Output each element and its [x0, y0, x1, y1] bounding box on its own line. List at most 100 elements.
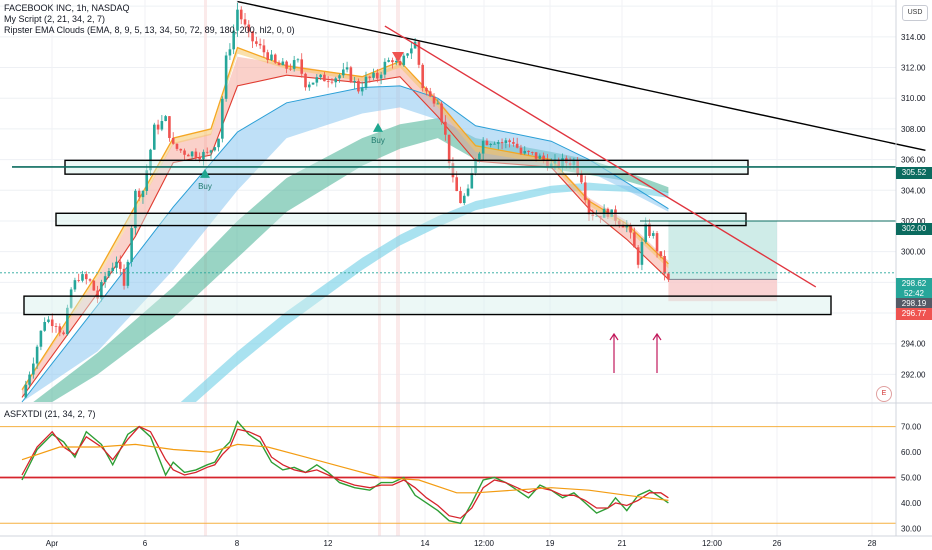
candle-body: [58, 326, 62, 333]
tdi-legend: ASFXTDI (21, 34, 2, 7): [4, 409, 96, 420]
candle-body: [118, 261, 122, 269]
candle-body: [459, 191, 462, 204]
candle-body: [534, 152, 538, 159]
candle-body: [572, 160, 576, 166]
candle-body: [273, 54, 277, 63]
candle-body: [205, 151, 209, 153]
candle-body: [538, 155, 542, 159]
candle-body: [648, 223, 651, 236]
candle-body: [77, 280, 80, 281]
candle-body: [311, 82, 315, 85]
level-mid-badge: 302.00: [896, 223, 932, 235]
candle-body: [100, 282, 103, 299]
candle-body: [659, 251, 663, 257]
candle-body: [73, 280, 77, 290]
candle-body: [213, 147, 217, 151]
price-tick-label: 300.00: [901, 248, 926, 257]
earnings-badge[interactable]: E: [876, 386, 892, 402]
candle-body: [47, 319, 50, 322]
candle-body: [32, 363, 35, 375]
candle-body: [561, 158, 564, 167]
candle-body: [281, 61, 285, 66]
candle-body: [221, 98, 224, 139]
candle-body: [515, 143, 519, 148]
candle-body: [255, 41, 258, 44]
candle-body: [50, 319, 54, 327]
currency-badge[interactable]: USD: [902, 5, 928, 21]
candle-body: [251, 31, 254, 42]
candle-body: [394, 60, 398, 63]
candle-body: [334, 78, 338, 83]
main-legend: FACEBOOK INC, 1h, NASDAQ My Script (2, 2…: [4, 3, 295, 36]
candle-body: [107, 271, 111, 277]
session-highlight: [378, 0, 381, 536]
candle-body: [640, 241, 644, 265]
buy-label: Buy: [198, 182, 212, 191]
candle-body: [417, 41, 421, 65]
candle-body: [183, 150, 186, 155]
time-tick-label: Apr: [46, 539, 59, 548]
sell-arrow-icon: [392, 52, 404, 62]
candle-body: [224, 55, 228, 99]
candle-body: [353, 80, 356, 83]
candle-body: [122, 268, 126, 286]
candle-body: [145, 170, 149, 191]
candle-body: [591, 214, 595, 217]
price-tick-label: 294.00: [901, 340, 926, 349]
candle-body: [307, 84, 311, 88]
candle-body: [410, 48, 413, 54]
candle-body: [239, 9, 243, 20]
candle-body: [164, 116, 167, 122]
target-zone: [668, 220, 777, 302]
candle-body: [292, 60, 296, 69]
candle-body: [35, 346, 39, 364]
candle-body: [493, 143, 496, 145]
indicator-asfxtdi[interactable]: ASFXTDI (21, 34, 2, 7): [4, 409, 96, 419]
candle-body: [357, 80, 360, 92]
candle-body: [92, 280, 96, 291]
candle-body: [617, 220, 621, 225]
candle-body: [39, 330, 43, 347]
candle-body: [330, 81, 334, 83]
candle-body: [444, 121, 447, 135]
candle-body: [379, 74, 383, 79]
candle-body: [546, 159, 549, 168]
price-tick-label: 308.00: [901, 125, 926, 134]
candle-body: [629, 224, 632, 233]
up-arrow-icon: [609, 332, 619, 341]
candle-body: [338, 75, 341, 79]
candle-body: [651, 233, 655, 236]
symbol-title[interactable]: FACEBOOK INC, 1h, NASDAQ: [4, 3, 130, 13]
candle-body: [24, 384, 28, 398]
candle-body: [580, 173, 583, 183]
candle-body: [232, 30, 235, 50]
candle-body: [88, 279, 92, 281]
candle-body: [187, 154, 190, 157]
candle-body: [285, 61, 288, 69]
falling-trendline: [384, 25, 817, 288]
candle-body: [153, 124, 156, 150]
candle-body: [130, 228, 133, 262]
indicator-ema-clouds[interactable]: Ripster EMA Clouds (EMA, 8, 9, 5, 13, 34…: [4, 25, 295, 35]
upper-trendline: [237, 0, 926, 152]
candle-body: [66, 307, 69, 335]
zone-box: [23, 295, 832, 316]
candle-body: [655, 233, 659, 252]
candle-body: [194, 151, 198, 158]
level-upper-badge: 305.52: [896, 167, 932, 179]
candle-body: [519, 147, 523, 154]
candle-body: [202, 151, 205, 160]
candle-body: [315, 77, 319, 83]
candle-body: [217, 138, 220, 148]
price-tick-label: 314.00: [901, 33, 926, 42]
candle-body: [28, 374, 31, 385]
candle-body: [323, 74, 326, 82]
indicator-my-script[interactable]: My Script (2, 21, 34, 2, 7): [4, 14, 106, 24]
candle-body: [103, 276, 107, 283]
session-highlight: [396, 0, 400, 536]
price-tick-label: 302.00: [901, 217, 926, 226]
candle-body: [111, 267, 115, 272]
candle-body: [376, 72, 379, 79]
time-tick-label: 21: [618, 539, 627, 548]
